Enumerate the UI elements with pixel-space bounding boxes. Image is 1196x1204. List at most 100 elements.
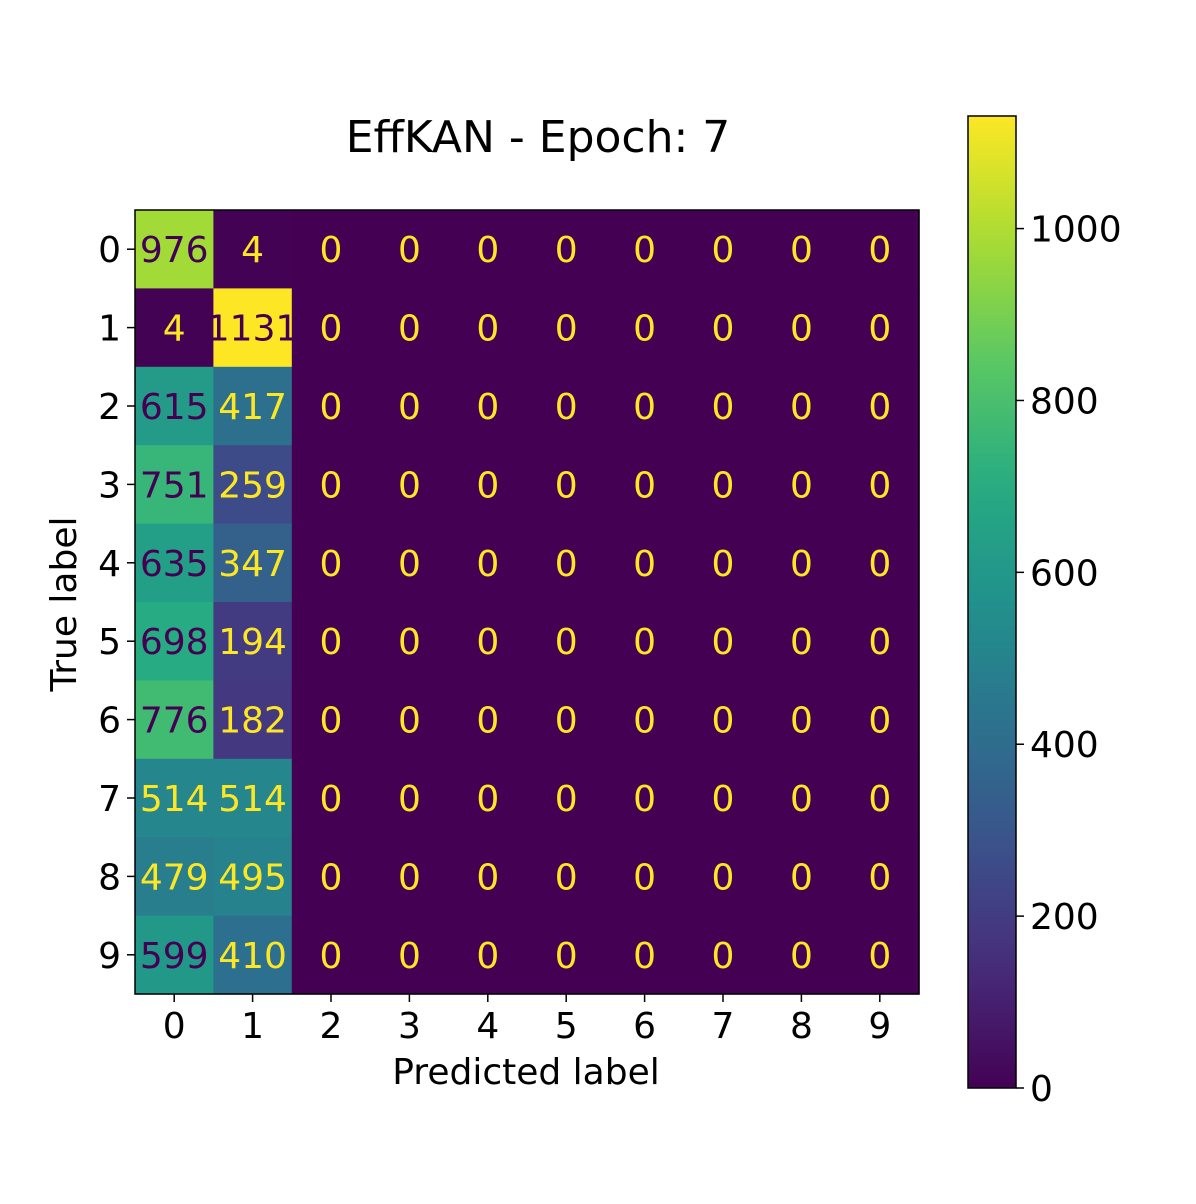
cell-value-label: 0 [633,936,656,977]
heatmap-cell [762,915,842,995]
cell-value-label: 0 [790,857,813,898]
heatmap-cell [213,288,293,368]
cell-value-label: 0 [476,230,499,271]
cell-value-label: 0 [712,857,735,898]
y-tick-label: 3 [98,465,121,506]
heatmap-cell [135,915,214,995]
cell-value-label: 0 [555,309,578,350]
cell-value-label: 0 [320,230,343,271]
cell-value-label: 0 [476,779,499,820]
cell-value-label: 0 [633,544,656,585]
cell-value-label: 0 [320,857,343,898]
cell-value-label: 1131 [207,309,299,350]
cell-value-label: 514 [140,779,209,820]
x-tick-label: 1 [241,1006,264,1047]
x-tick-label: 0 [163,1006,186,1047]
heatmap-cell [683,445,763,525]
cell-value-label: 0 [555,779,578,820]
cell-value-label: 0 [790,701,813,742]
heatmap-cell [448,210,528,289]
cell-value-label: 0 [712,465,735,506]
heatmap-cell [135,523,214,603]
heatmap: 976 4 0 0 0 0 0 0 0 0 4 1131 0 0 0 0 0 0 0 0 615 417 0 0 0 0 0 0 0 0 7… [134,209,920,995]
heatmap-cell [213,758,293,838]
cell-value-label: 776 [140,701,209,742]
heatmap-cell [762,837,842,917]
cell-value-label: 0 [633,857,656,898]
cell-value-label: 0 [555,465,578,506]
cell-value-label: 0 [398,936,421,977]
heatmap-cell [291,758,371,838]
heatmap-cell [762,758,842,838]
heatmap-cell [291,602,371,681]
cell-value-label: 599 [140,936,209,977]
heatmap-cell [527,445,606,525]
cell-value-label: 0 [712,387,735,428]
heatmap-cell [840,837,920,917]
cell-value-label: 0 [555,701,578,742]
heatmap-cell [762,523,842,603]
cell-value-label: 0 [790,779,813,820]
heatmap-cell [448,680,528,760]
cell-value-label: 0 [868,465,891,506]
heatmap-cell [448,602,528,681]
cell-value-label: 0 [633,309,656,350]
cell-value-label: 0 [398,701,421,742]
cell-value-label: 0 [790,465,813,506]
cell-value-label: 0 [712,779,735,820]
heatmap-cell [527,837,606,917]
heatmap-cell [683,288,763,368]
heatmap-cell [605,523,685,603]
cell-value-label: 0 [712,309,735,350]
y-tick-label: 5 [98,622,121,663]
heatmap-cell [291,288,371,368]
heatmap-cell [605,445,685,525]
cell-value-label: 259 [218,465,287,506]
cell-value-label: 0 [790,936,813,977]
cell-value-label: 0 [790,230,813,271]
heatmap-cell [291,837,371,917]
cell-value-label: 4 [241,230,264,271]
heatmap-cell [370,680,450,760]
heatmap-cell [370,366,450,446]
heatmap-cell [135,680,214,760]
cell-value-label: 4 [163,309,186,350]
heatmap-cell [605,288,685,368]
heatmap-cell [605,837,685,917]
heatmap-cell [762,288,842,368]
heatmap-cell [213,366,293,446]
heatmap-cell [527,366,606,446]
heatmap-cell [683,523,763,603]
cell-value-label: 0 [398,387,421,428]
x-axis-label: Predicted label [392,1052,660,1093]
cell-value-label: 410 [218,936,287,977]
heatmap-cell [135,210,214,289]
cell-value-label: 0 [790,309,813,350]
cell-value-label: 976 [140,230,209,271]
heatmap-cell [527,680,606,760]
cell-value-label: 0 [398,857,421,898]
heatmap-cell [840,523,920,603]
heatmap-cell [448,523,528,603]
heatmap-cell [448,445,528,525]
heatmap-cell [527,758,606,838]
x-tick-label: 6 [633,1006,656,1047]
cell-value-label: 0 [555,230,578,271]
heatmap-cell [135,366,214,446]
cell-value-label: 495 [218,857,287,898]
heatmap-cell [762,680,842,760]
cell-value-label: 751 [140,465,209,506]
heatmap-cell [840,680,920,760]
cell-value-label: 0 [320,936,343,977]
x-tick-label: 7 [712,1006,735,1047]
plot-frame [134,209,920,995]
cell-value-label: 347 [218,544,287,585]
cell-value-label: 0 [398,622,421,663]
cell-value-label: 0 [555,857,578,898]
heatmap-cell [448,915,528,995]
colorbar-tick-label: 0 [1030,1069,1053,1110]
heatmap-cell [683,210,763,289]
cell-value-label: 0 [868,857,891,898]
heatmap-cell [683,915,763,995]
